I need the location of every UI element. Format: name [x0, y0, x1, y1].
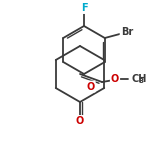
Text: O: O [76, 116, 84, 126]
Text: CH: CH [131, 74, 146, 84]
Text: 3: 3 [138, 78, 144, 84]
Text: O: O [111, 74, 119, 84]
Text: O: O [86, 82, 95, 92]
Text: Br: Br [121, 27, 133, 37]
Text: F: F [81, 3, 87, 13]
